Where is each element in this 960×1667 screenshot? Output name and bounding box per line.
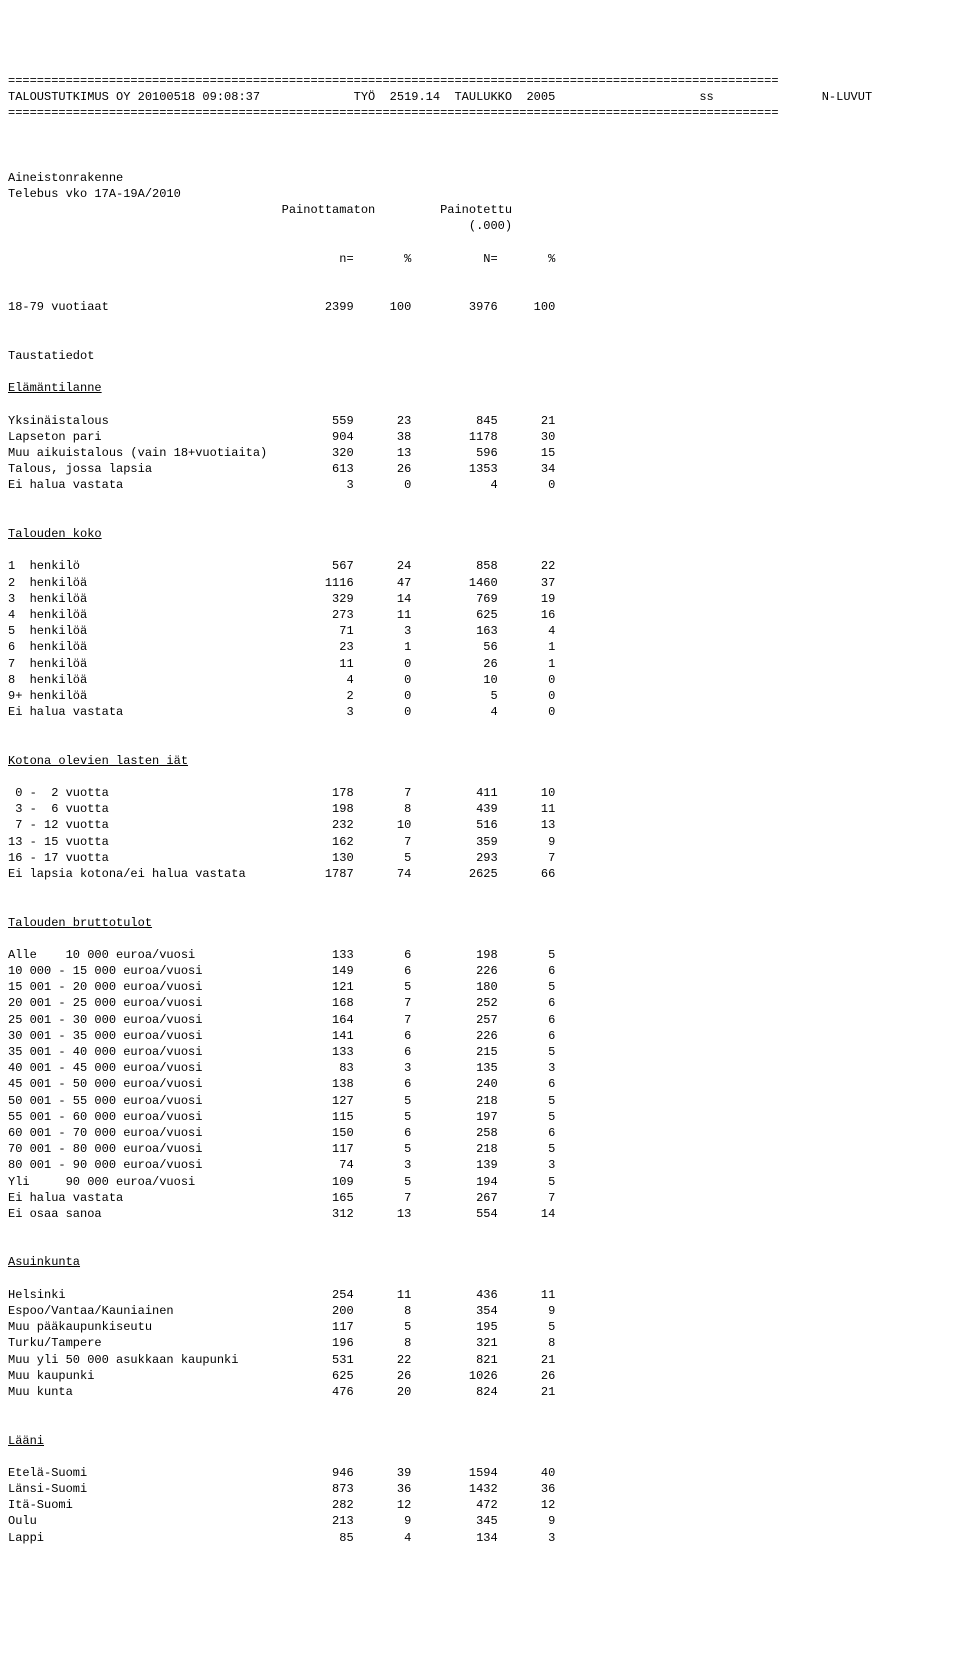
table-row: Muu kaupunki 625 26 1026 26 (8, 1369, 555, 1383)
table-row: Espoo/Vantaa/Kauniainen 200 8 354 9 (8, 1304, 555, 1318)
section-title: Kotona olevien lasten iät (8, 754, 188, 768)
table-row: 70 001 - 80 000 euroa/vuosi 117 5 218 5 (8, 1142, 555, 1156)
table-row: Ei halua vastata 3 0 4 0 (8, 478, 555, 492)
table-row: Turku/Tampere 196 8 321 8 (8, 1336, 555, 1350)
table-row: Itä-Suomi 282 12 472 12 (8, 1498, 555, 1512)
table-row: Muu yli 50 000 asukkaan kaupunki 531 22 … (8, 1353, 555, 1367)
table-row: Muu pääkaupunkiseutu 117 5 195 5 (8, 1320, 555, 1334)
table-row: 7 henkilöä 11 0 26 1 (8, 657, 555, 671)
rule: ========================================… (8, 74, 779, 88)
section-title: Talouden bruttotulot (8, 916, 152, 930)
table-row: Yli 90 000 euroa/vuosi 109 5 194 5 (8, 1175, 555, 1189)
section-title: Talouden koko (8, 527, 102, 541)
table-row: 3 henkilöä 329 14 769 19 (8, 592, 555, 606)
row-total: 18-79 vuotiaat 2399 100 3976 100 (8, 300, 555, 314)
table-row: Yksinäistalous 559 23 845 21 (8, 414, 555, 428)
table-row: 60 001 - 70 000 euroa/vuosi 150 6 258 6 (8, 1126, 555, 1140)
table-row: 8 henkilöä 4 0 10 0 (8, 673, 555, 687)
title-1: Aineistonrakenne (8, 171, 123, 185)
table-row: Lappi 85 4 134 3 (8, 1531, 555, 1545)
report-document: ========================================… (8, 73, 960, 1578)
table-row: 15 001 - 20 000 euroa/vuosi 121 5 180 5 (8, 980, 555, 994)
table-row: 50 001 - 55 000 euroa/vuosi 127 5 218 5 (8, 1094, 555, 1108)
table-row: Ei halua vastata 165 7 267 7 (8, 1191, 555, 1205)
table-row: 5 henkilöä 71 3 163 4 (8, 624, 555, 638)
section-taustatiedot: Taustatiedot (8, 349, 94, 363)
table-row: Alle 10 000 euroa/vuosi 133 6 198 5 (8, 948, 555, 962)
table-row: 35 001 - 40 000 euroa/vuosi 133 6 215 5 (8, 1045, 555, 1059)
table-row: 9+ henkilöä 2 0 5 0 (8, 689, 555, 703)
table-row: Lapseton pari 904 38 1178 30 (8, 430, 555, 444)
table-row: Oulu 213 9 345 9 (8, 1514, 555, 1528)
table-row: 20 001 - 25 000 euroa/vuosi 168 7 252 6 (8, 996, 555, 1010)
table-row: 6 henkilöä 23 1 56 1 (8, 640, 555, 654)
section-title: Elämäntilanne (8, 381, 102, 395)
table-row: 16 - 17 vuotta 130 5 293 7 (8, 851, 555, 865)
table-row: Helsinki 254 11 436 11 (8, 1288, 555, 1302)
section-title: Asuinkunta (8, 1255, 80, 1269)
section-title: Lääni (8, 1434, 44, 1448)
table-row: 0 - 2 vuotta 178 7 411 10 (8, 786, 555, 800)
table-row: 30 001 - 35 000 euroa/vuosi 141 6 226 6 (8, 1029, 555, 1043)
table-row: 45 001 - 50 000 euroa/vuosi 138 6 240 6 (8, 1077, 555, 1091)
table-row: 13 - 15 vuotta 162 7 359 9 (8, 835, 555, 849)
table-row: Länsi-Suomi 873 36 1432 36 (8, 1482, 555, 1496)
title-2: Telebus vko 17A-19A/2010 (8, 187, 181, 201)
table-row: 10 000 - 15 000 euroa/vuosi 149 6 226 6 (8, 964, 555, 978)
table-row: Ei halua vastata 3 0 4 0 (8, 705, 555, 719)
rule: ========================================… (8, 106, 779, 120)
table-row: 40 001 - 45 000 euroa/vuosi 83 3 135 3 (8, 1061, 555, 1075)
table-row: 80 001 - 90 000 euroa/vuosi 74 3 139 3 (8, 1158, 555, 1172)
table-row: 1 henkilö 567 24 858 22 (8, 559, 555, 573)
table-row: 25 001 - 30 000 euroa/vuosi 164 7 257 6 (8, 1013, 555, 1027)
table-row: Ei lapsia kotona/ei halua vastata 1787 7… (8, 867, 555, 881)
table-row: 3 - 6 vuotta 198 8 439 11 (8, 802, 555, 816)
table-row: 4 henkilöä 273 11 625 16 (8, 608, 555, 622)
table-row: Muu aikuistalous (vain 18+vuotiaita) 320… (8, 446, 555, 460)
table-row: Talous, jossa lapsia 613 26 1353 34 (8, 462, 555, 476)
table-row: Etelä-Suomi 946 39 1594 40 (8, 1466, 555, 1480)
header-line: TALOUSTUTKIMUS OY 20100518 09:08:37 TYÖ … (8, 90, 872, 104)
table-row: 2 henkilöä 1116 47 1460 37 (8, 576, 555, 590)
table-row: Muu kunta 476 20 824 21 (8, 1385, 555, 1399)
table-row: Ei osaa sanoa 312 13 554 14 (8, 1207, 555, 1221)
table-row: 7 - 12 vuotta 232 10 516 13 (8, 818, 555, 832)
table-row: 55 001 - 60 000 euroa/vuosi 115 5 197 5 (8, 1110, 555, 1124)
